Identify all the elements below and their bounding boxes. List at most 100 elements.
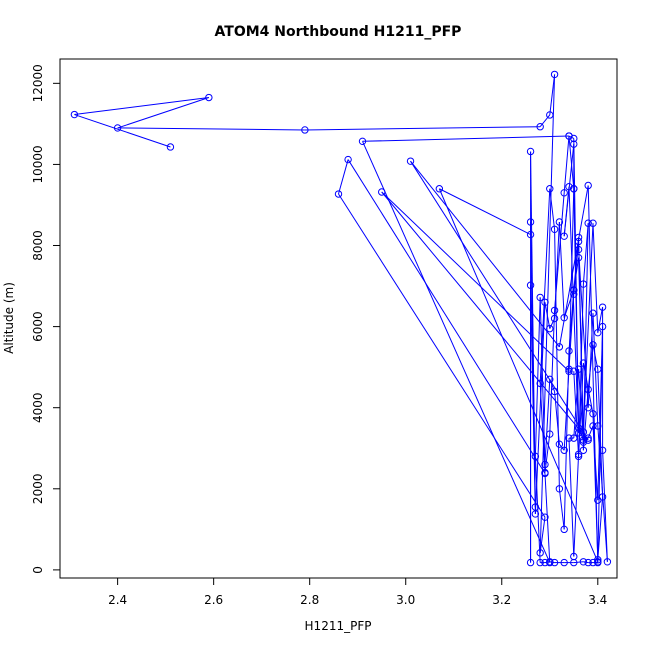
data-point [594, 365, 602, 373]
data-point [546, 375, 554, 384]
y-tick-label: 10000 [31, 145, 45, 183]
data-point [574, 233, 583, 242]
data-point [565, 367, 573, 375]
data-point [589, 341, 597, 349]
series-line-segment [558, 443, 565, 451]
series-line-segment [439, 188, 531, 236]
series-line-segment [597, 369, 604, 497]
data-point [574, 450, 583, 459]
series-line-segment [568, 294, 575, 370]
data-point [378, 188, 386, 196]
data-point [536, 293, 544, 302]
data-point [574, 237, 583, 246]
data-point [579, 280, 588, 288]
series-line-segment [602, 450, 608, 562]
series-line-segment [592, 344, 599, 370]
series-line-segment [539, 114, 551, 128]
data-point [541, 298, 549, 306]
data-point [555, 440, 564, 448]
data-point [560, 313, 568, 322]
data-point [435, 185, 444, 193]
data-point [334, 190, 343, 198]
data-point [560, 525, 568, 534]
series-line-segment [582, 389, 589, 451]
data-point [574, 452, 583, 461]
series-line-segment [117, 127, 305, 131]
data-point [166, 143, 175, 151]
data-point [579, 438, 588, 446]
series-line-segment [568, 438, 575, 557]
data-point [550, 558, 559, 567]
data-point [536, 123, 544, 131]
series-line-segment [539, 517, 546, 553]
data-point [570, 434, 578, 442]
series-line-segment [381, 191, 570, 372]
data-point [584, 404, 592, 412]
series-line-segment [544, 561, 550, 564]
data-point [570, 367, 578, 375]
data-point [541, 460, 549, 469]
data-point [536, 379, 544, 388]
y-tick-label: 0 [31, 566, 45, 574]
data-point [594, 558, 602, 567]
data-point [113, 124, 122, 132]
data-point [560, 189, 568, 197]
data-point [589, 309, 597, 317]
x-tick-label: 2.8 [300, 593, 319, 607]
series-line-segment [558, 488, 565, 530]
data-point [598, 322, 607, 331]
data-point [541, 513, 549, 521]
x-tick-label: 3.2 [492, 593, 511, 607]
data-point [584, 219, 592, 227]
data-point [589, 410, 597, 418]
data-point [579, 428, 588, 436]
series-points [70, 70, 612, 567]
x-tick-label: 3.4 [588, 593, 607, 607]
data-point [594, 328, 602, 337]
series-line-segment [338, 159, 349, 195]
series-line-segment [554, 229, 560, 489]
series-line-segment [549, 310, 556, 435]
series-line-segment [597, 307, 604, 333]
series-line-segment [338, 193, 546, 518]
data-point [603, 558, 612, 566]
series-line-segment [544, 433, 551, 473]
series-line-segment [578, 363, 584, 457]
series-line-segment [347, 159, 546, 474]
series-line-segment [568, 135, 575, 189]
series-line-segment [592, 413, 599, 560]
series-line-segment [597, 326, 604, 501]
data-point [570, 290, 578, 298]
series-line-segment [582, 363, 594, 414]
y-tick-label: 6000 [31, 311, 45, 342]
series-line-segment [530, 151, 536, 508]
data-point [589, 422, 597, 430]
x-tick-label: 2.6 [204, 593, 223, 607]
data-point [205, 93, 213, 102]
x-axis-label: H1211_PFP [305, 619, 372, 633]
data-point [594, 422, 602, 430]
data-point [546, 111, 554, 119]
series-line-segment [563, 135, 570, 193]
data-point [565, 434, 573, 442]
series-line-segment [573, 561, 584, 564]
data-point [546, 558, 554, 566]
data-point [555, 218, 564, 226]
series-line-segment [544, 302, 551, 329]
series-line-segment [597, 496, 604, 560]
data-point [526, 147, 535, 156]
y-tick-label: 2000 [31, 474, 45, 505]
data-point [531, 452, 540, 461]
data-point [589, 219, 597, 227]
data-point [579, 359, 588, 367]
y-tick-label: 8000 [31, 230, 45, 261]
data-point [541, 468, 549, 477]
data-point [579, 558, 588, 566]
data-point [550, 387, 559, 396]
data-point [546, 324, 554, 333]
series-line-segment [573, 371, 580, 457]
series-line-segment [410, 160, 589, 441]
data-point [70, 110, 79, 119]
y-tick-label: 4000 [31, 392, 45, 423]
